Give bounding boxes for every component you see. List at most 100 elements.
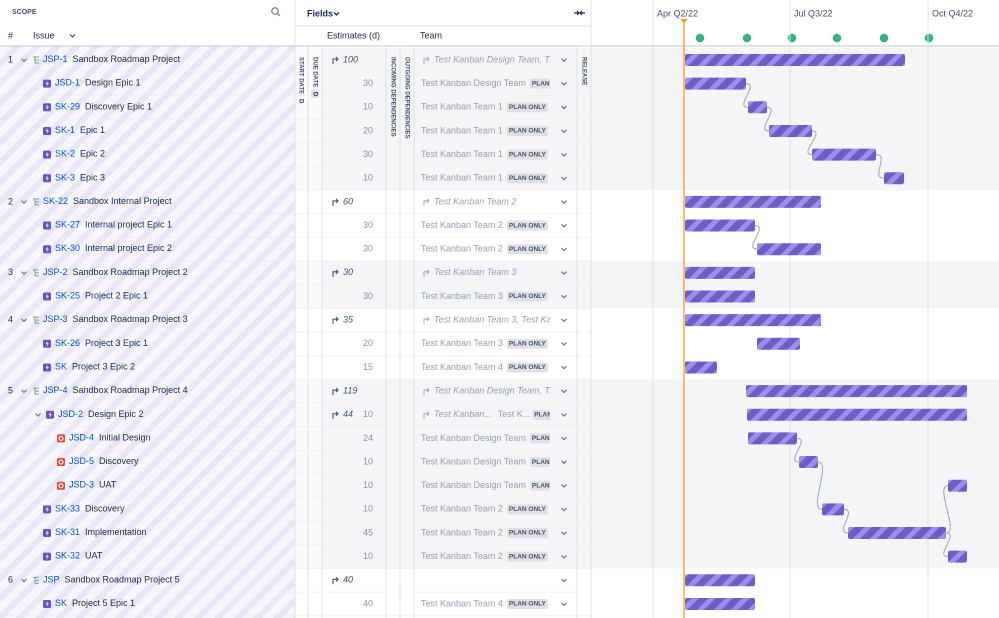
fields-chevron[interactable] <box>333 12 340 16</box>
issue-header[interactable]: Issue <box>33 30 55 40</box>
issue-key[interactable]: JSD-5 <box>69 456 94 466</box>
schedule-bar[interactable] <box>685 574 755 587</box>
issue-key[interactable]: JSP-2 <box>43 267 68 277</box>
team-dropdown[interactable] <box>561 200 567 205</box>
team-dropdown[interactable] <box>561 318 567 323</box>
schedule-bar[interactable] <box>848 527 946 539</box>
release-marker[interactable] <box>924 33 934 43</box>
issue-key[interactable]: SK-26 <box>55 338 80 348</box>
issue-label[interactable]: SK Project 3 Epic 2 <box>55 362 135 372</box>
team-dropdown[interactable] <box>561 105 567 110</box>
schedule-bar[interactable] <box>685 597 755 610</box>
issue-key[interactable]: SK-1 <box>55 125 75 135</box>
release-marker[interactable] <box>879 33 889 43</box>
issue-label[interactable]: SK-32 UAT <box>55 551 103 561</box>
expand-chevron[interactable] <box>21 318 27 323</box>
schedule-bar[interactable] <box>685 77 746 90</box>
issue-key[interactable]: SK-2 <box>55 149 75 159</box>
expand-chevron[interactable] <box>21 271 27 275</box>
team-dropdown[interactable] <box>561 389 567 394</box>
issue-key[interactable]: JSP-3 <box>43 315 68 325</box>
team-dropdown[interactable] <box>561 58 567 63</box>
team-dropdown[interactable] <box>561 247 567 252</box>
issue-label[interactable]: SK Project 5 Epic 1 <box>55 598 135 608</box>
collapse-fields-icon[interactable] <box>574 10 585 16</box>
team-dropdown[interactable] <box>561 602 567 607</box>
issue-key[interactable]: JSP-1 <box>43 54 68 64</box>
issue-key[interactable]: SK-27 <box>55 220 80 230</box>
release-marker[interactable] <box>787 33 797 43</box>
issue-label[interactable]: SK-2 Epic 2 <box>55 149 105 159</box>
issue-key[interactable]: SK-22 <box>43 196 68 206</box>
release-marker[interactable] <box>695 33 705 43</box>
schedule-bar[interactable] <box>948 550 967 563</box>
schedule-bar[interactable] <box>685 195 821 208</box>
team-dropdown[interactable] <box>561 271 567 275</box>
team-dropdown[interactable] <box>561 555 567 559</box>
schedule-bar[interactable] <box>757 243 821 256</box>
issue-key[interactable]: JSD-1 <box>55 78 80 88</box>
team-dropdown[interactable] <box>561 436 567 441</box>
schedule-bar[interactable] <box>685 219 755 232</box>
issue-sort-chevron[interactable] <box>69 34 76 38</box>
team-dropdown[interactable] <box>561 484 567 488</box>
issue-key[interactable]: SK-29 <box>55 102 80 112</box>
issue-key[interactable]: JSP-4 <box>43 385 68 395</box>
issue-label[interactable]: JSP-3 Sandbox Roadmap Project 3 <box>43 315 188 325</box>
issue-key[interactable]: SK-33 <box>55 504 80 514</box>
issue-key[interactable]: SK <box>55 598 67 608</box>
team-dropdown[interactable] <box>561 294 567 299</box>
team-dropdown[interactable] <box>561 152 567 157</box>
issue-label[interactable]: SK-30 Internal project Epic 2 <box>55 244 172 254</box>
issue-label[interactable]: JSP-4 Sandbox Roadmap Project 4 <box>43 385 188 395</box>
schedule-bar[interactable] <box>748 432 797 445</box>
issue-key[interactable]: SK-30 <box>55 244 80 254</box>
issue-label[interactable]: SK-33 Discovery <box>55 504 125 514</box>
search-icon[interactable] <box>271 7 279 15</box>
issue-label[interactable]: JSD-3 UAT <box>69 480 117 490</box>
issue-key[interactable]: JSP <box>43 575 60 585</box>
issue-key[interactable]: SK-25 <box>55 291 80 301</box>
schedule-bar[interactable] <box>685 266 755 279</box>
schedule-bar[interactable] <box>884 172 904 185</box>
schedule-bar[interactable] <box>822 503 844 516</box>
expand-chevron[interactable] <box>35 413 41 417</box>
schedule-bar[interactable] <box>757 337 800 350</box>
issue-label[interactable]: SK-25 Project 2 Epic 1 <box>55 291 148 301</box>
issue-label[interactable]: JSD-2 Design Epic 2 <box>58 409 144 419</box>
issue-label[interactable]: SK-1 Epic 1 <box>55 125 105 135</box>
schedule-bar[interactable] <box>812 148 876 161</box>
issue-key[interactable]: JSD-2 <box>58 409 83 419</box>
team-dropdown[interactable] <box>561 460 567 465</box>
schedule-bar[interactable] <box>747 408 967 421</box>
issue-label[interactable]: JSP-2 Sandbox Roadmap Project 2 <box>43 267 188 277</box>
schedule-bar[interactable] <box>769 124 812 137</box>
schedule-bar[interactable] <box>685 361 717 374</box>
issue-label[interactable]: JSP Sandbox Roadmap Project 5 <box>43 575 180 585</box>
expand-chevron[interactable] <box>21 200 27 205</box>
issue-key[interactable]: SK-32 <box>55 551 80 561</box>
team-dropdown[interactable] <box>561 531 567 536</box>
issue-key[interactable]: JSD-4 <box>69 433 94 443</box>
fields-button[interactable]: Fields <box>307 8 333 18</box>
schedule-bar[interactable] <box>746 385 967 398</box>
issue-label[interactable]: JSD-5 Discovery <box>69 456 139 466</box>
schedule-bar[interactable] <box>948 479 967 492</box>
schedule-bar[interactable] <box>748 101 767 114</box>
issue-key[interactable]: JSD-3 <box>69 480 94 490</box>
schedule-bar[interactable] <box>685 54 905 66</box>
team-dropdown[interactable] <box>561 578 567 583</box>
issue-label[interactable]: JSD-1 Design Epic 1 <box>55 78 141 88</box>
issue-label[interactable]: SK-22 Sandbox Internal Project <box>43 196 172 206</box>
release-marker[interactable] <box>742 33 752 43</box>
team-dropdown[interactable] <box>561 413 567 417</box>
issue-label[interactable]: JSD-4 Initial Design <box>69 433 151 443</box>
expand-chevron[interactable] <box>21 578 27 583</box>
issue-label[interactable]: JSP-1 Sandbox Roadmap Project <box>43 54 181 64</box>
expand-chevron[interactable] <box>21 58 27 63</box>
team-dropdown[interactable] <box>561 365 567 370</box>
team-dropdown[interactable] <box>561 82 567 86</box>
team-dropdown[interactable] <box>561 507 567 512</box>
team-dropdown[interactable] <box>561 129 567 134</box>
team-dropdown[interactable] <box>561 223 567 228</box>
